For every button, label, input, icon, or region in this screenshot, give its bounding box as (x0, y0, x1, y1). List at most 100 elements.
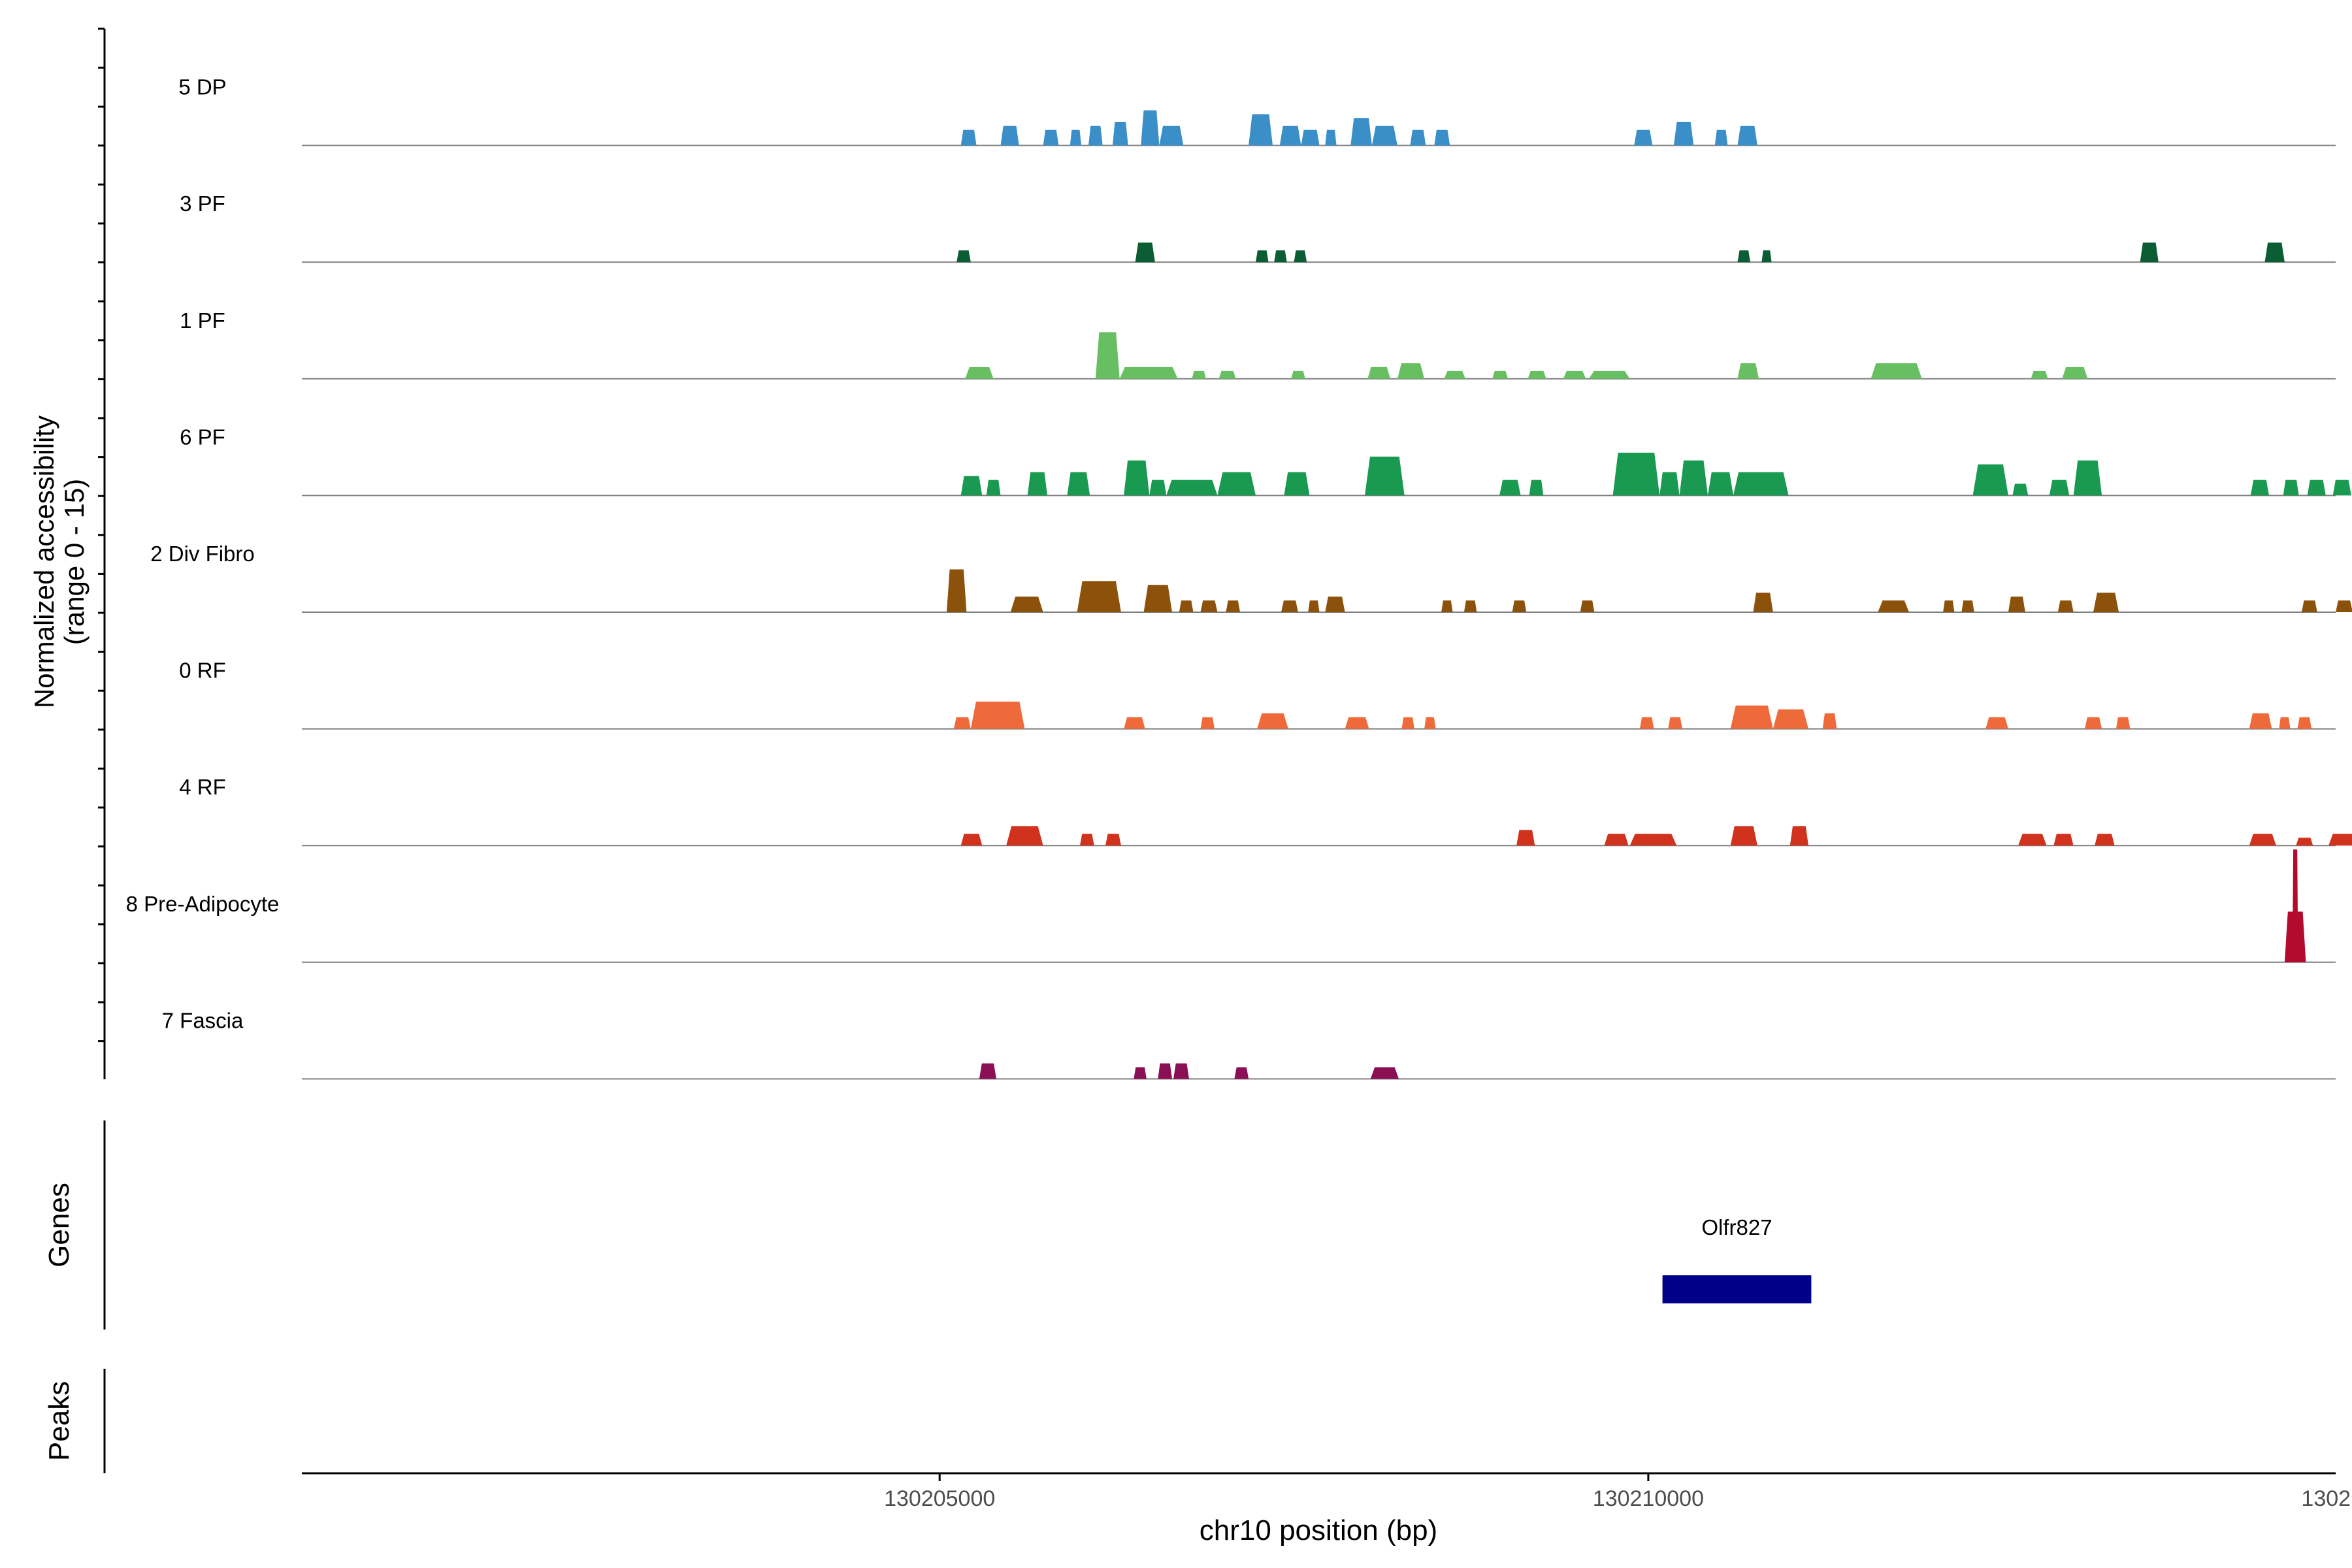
coverage-peak (1639, 717, 1654, 729)
peaks-label: Peaks (43, 1381, 75, 1461)
track-1-pf: 1 PF (180, 308, 2336, 380)
coverage-peak (2031, 370, 2048, 379)
gene-label: Olfr827 (1701, 1215, 1772, 1239)
coverage-peak (1679, 460, 1708, 496)
track-label: 6 PF (180, 425, 225, 449)
coverage-peak (1737, 363, 1759, 379)
coverage-peak (1972, 464, 2008, 496)
coverage-peak (1279, 125, 1301, 146)
coverage-peak (2328, 834, 2352, 846)
y-axis-label-range: (range 0 - 15) (59, 479, 90, 645)
coverage-peak (1737, 250, 1751, 263)
coverage-peak (1410, 129, 1426, 146)
track-label: 4 RF (179, 775, 226, 799)
coverage-peak (1492, 370, 1509, 379)
coverage-peak (1985, 717, 2008, 729)
coverage-peak (1563, 370, 1586, 379)
coverage-peak (1789, 826, 1808, 846)
coverage-peak (1124, 460, 1150, 496)
coverage-peak (1350, 118, 1372, 146)
coverage-peak (1256, 250, 1269, 263)
gene-body (1662, 1275, 1812, 1303)
coverage-peak (1370, 1067, 1399, 1079)
coverage-peak (1961, 600, 1974, 612)
coverage-peak (986, 480, 1001, 496)
coverage-peak (1200, 600, 1218, 612)
track-3-pf: 3 PF (180, 191, 2336, 263)
coverage-peak (956, 250, 971, 263)
coverage-peak (1234, 1067, 1249, 1079)
coverage-peak (1730, 705, 1773, 729)
coverage-peak (1345, 717, 1369, 729)
coverage-peak (1143, 585, 1172, 612)
coverage-peak (1105, 834, 1121, 846)
coverage-peak (1179, 600, 1194, 612)
coverage-peak (1708, 472, 1733, 496)
coverage-peak (1943, 600, 1955, 612)
coverage-peak (1077, 581, 1121, 612)
coverage-peak (2296, 838, 2313, 846)
coverage-peak (1365, 456, 1405, 496)
coverage-peak (1761, 250, 1772, 263)
coverage-peak (1027, 472, 1048, 496)
coverage-peak (1529, 480, 1544, 496)
coverage-peak (2301, 600, 2317, 612)
coverage-peak (1134, 1067, 1147, 1079)
x-tick-label: 130205000 (884, 1486, 995, 1511)
track-label: 0 RF (179, 659, 226, 683)
coverage-peak (2279, 717, 2291, 729)
coverage-peak (1135, 242, 1155, 263)
coverage-peak (1516, 830, 1535, 846)
coverage-peak (1499, 480, 1521, 496)
track-2-div-fibro: 2 Div Fibro (150, 542, 2352, 613)
coverage-peak (1226, 600, 1241, 612)
coverage-peak (1166, 480, 1218, 496)
coverage-peak (1325, 129, 1337, 146)
coverage-peak (1124, 717, 1145, 729)
coverage-peak (2018, 834, 2047, 846)
coverage-peak (1218, 370, 1236, 379)
track-4-rf: 4 RF (179, 775, 2352, 847)
coverage-peak (2292, 849, 2298, 962)
coverage-peak (1088, 125, 1103, 146)
coverage-peak (2332, 480, 2351, 496)
track-label: 3 PF (180, 191, 225, 216)
track-label: 5 DP (178, 75, 226, 99)
track-5-dp: 5 DP (178, 75, 2336, 146)
coverage-peak (1291, 370, 1305, 379)
coverage-peak (1070, 129, 1082, 146)
coverage-peak (1444, 370, 1465, 379)
coverage-peak (970, 701, 1025, 729)
x-axis-label: chr10 position (bp) (1200, 1514, 1437, 1546)
coverage-peak (1527, 370, 1546, 379)
coverage-peak (1772, 709, 1808, 729)
y-axis-label: Normalized accessibility (29, 416, 59, 708)
coverage-peak (2062, 367, 2088, 379)
coverage-peak (2297, 717, 2312, 729)
track-label: 1 PF (180, 308, 225, 333)
coverage-peak (1397, 363, 1425, 379)
coverage-peak (1441, 600, 1453, 612)
coverage-peak (1308, 600, 1320, 612)
coverage-peak (1080, 834, 1094, 846)
coverage-peak (1141, 110, 1160, 146)
tracks-y-ticks (98, 27, 105, 1043)
coverage-peak (2049, 480, 2070, 496)
coverage-peak (2250, 480, 2269, 496)
coverage-peak (1257, 713, 1288, 729)
coverage-tracks: 5 DP 3 PF 1 PF 6 PF 2 Div Fibro 0 RF 4 RF 8 Pre… (126, 75, 2352, 1080)
coverage-peak (1737, 125, 1757, 146)
coverage-peak (1284, 472, 1310, 496)
coverage-peak (2085, 717, 2102, 729)
coverage-peak (1512, 600, 1527, 612)
coverage-peak (2307, 480, 2326, 496)
coverage-peak (1301, 129, 1320, 146)
coverage-peak (1159, 125, 1184, 146)
coverage-peak (1006, 826, 1043, 846)
coverage-peak (1294, 250, 1307, 263)
coverage-peak (1325, 596, 1345, 612)
track-label: 7 Fascia (162, 1008, 244, 1032)
track-label: 8 Pre-Adipocyte (126, 892, 280, 916)
x-tick-label: 130215000 (2301, 1486, 2352, 1511)
